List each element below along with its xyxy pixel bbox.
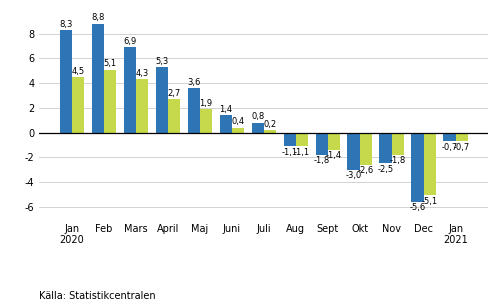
Bar [136,79,148,133]
Text: -2,5: -2,5 [378,165,393,174]
Text: -1,1: -1,1 [282,147,298,157]
Text: 0,4: 0,4 [231,117,245,126]
Bar [92,24,104,133]
Bar [316,133,328,155]
Bar [168,99,180,133]
Bar [220,115,232,133]
Text: 4,3: 4,3 [136,69,148,78]
Text: 1,4: 1,4 [219,105,232,114]
Text: -1,8: -1,8 [314,156,330,165]
Text: 2,7: 2,7 [167,89,180,98]
Text: 8,8: 8,8 [91,13,105,22]
Text: -2,6: -2,6 [357,166,374,175]
Bar [359,133,372,164]
Text: 1,9: 1,9 [199,98,212,108]
Bar [296,133,308,146]
Text: -0,7: -0,7 [441,143,458,152]
Text: 5,1: 5,1 [104,59,116,68]
Bar [380,133,391,163]
Text: -1,8: -1,8 [389,156,406,165]
Bar [283,133,296,146]
Bar [423,133,436,195]
Text: -3,0: -3,0 [346,171,362,180]
Bar [60,30,72,133]
Text: 0,8: 0,8 [251,112,264,121]
Bar [104,70,116,133]
Text: -1,1: -1,1 [294,147,310,157]
Text: Källa: Statistikcentralen: Källa: Statistikcentralen [39,291,156,301]
Bar [251,123,264,133]
Bar [232,128,244,133]
Text: 0,2: 0,2 [263,119,277,129]
Bar [412,133,423,202]
Bar [456,133,468,141]
Text: -1,4: -1,4 [326,151,342,160]
Bar [72,77,84,133]
Text: -0,7: -0,7 [454,143,470,152]
Bar [124,47,136,133]
Bar [156,67,168,133]
Text: 4,5: 4,5 [71,67,85,75]
Text: 5,3: 5,3 [155,57,169,66]
Bar [188,88,200,133]
Text: 3,6: 3,6 [187,78,201,87]
Text: -5,6: -5,6 [409,203,425,212]
Bar [200,109,212,133]
Bar [328,133,340,150]
Bar [348,133,359,170]
Text: -5,1: -5,1 [422,197,438,206]
Bar [264,130,276,133]
Bar [391,133,404,155]
Text: 6,9: 6,9 [123,37,137,46]
Text: 8,3: 8,3 [59,20,72,29]
Bar [443,133,456,141]
